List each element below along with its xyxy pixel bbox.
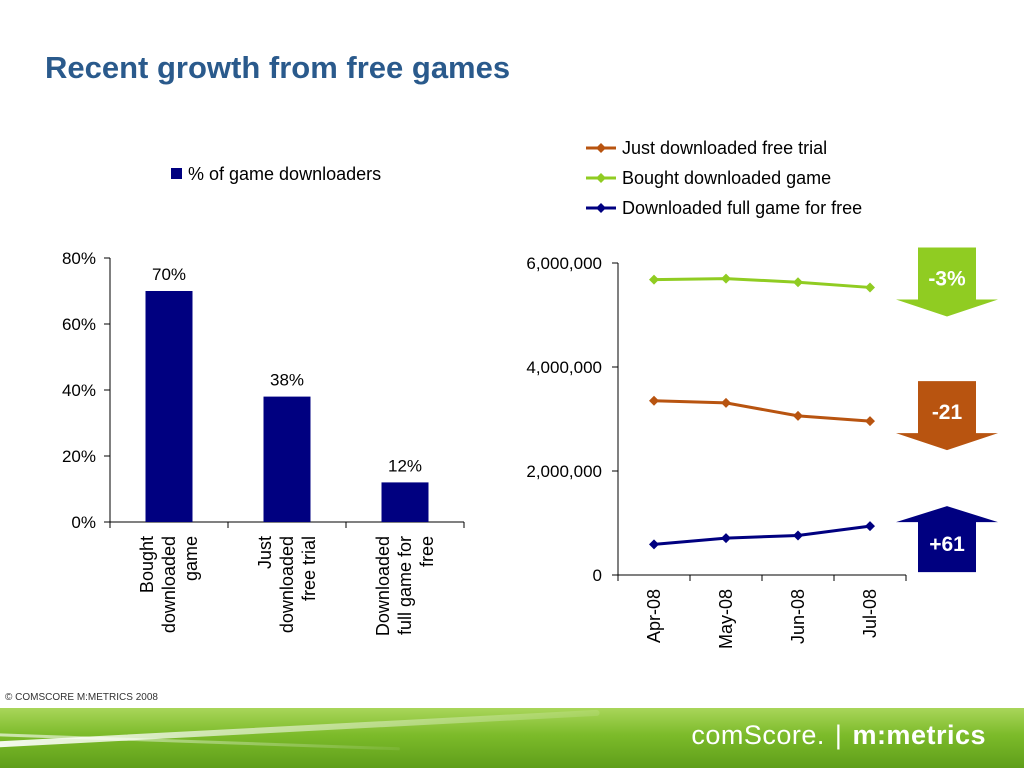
charts-canvas: % of game downloaders 0% 20% 40% 60% 80% 70% Bo…: [62, 138, 998, 649]
line-x-tick-label-text: Apr-08: [644, 589, 664, 643]
line-x-tick-label-text: Jun-08: [788, 589, 808, 644]
logo-comscore: comScore.: [691, 720, 825, 750]
slide-title: Recent growth from free games: [45, 50, 511, 85]
bar: [381, 482, 429, 522]
bar-category-label-line: Just: [255, 536, 275, 569]
series-point: [721, 397, 731, 408]
bar-category-label-line: Downloaded: [373, 536, 393, 636]
bar-category-label-line: free: [417, 536, 437, 567]
footer-logo: comScore. | m:metrics: [691, 720, 986, 751]
series-point: [793, 530, 803, 541]
line-y-tick-label: 6,000,000: [526, 254, 602, 273]
line-y-tick-label: 4,000,000: [526, 358, 602, 377]
series-point: [721, 273, 731, 284]
bar-y-tick-label: 20%: [62, 447, 96, 466]
series-point: [865, 521, 875, 532]
series-point: [793, 277, 803, 288]
series-point: [649, 395, 659, 406]
bar-category-label-line: game: [181, 536, 201, 581]
line-legend-label: Downloaded full game for free: [622, 198, 862, 218]
bar-y-tick-label: 80%: [62, 249, 96, 268]
footer-light-streak: [0, 709, 600, 749]
change-arrow-label: -21: [932, 401, 963, 424]
series-point: [721, 533, 731, 544]
bar-category-label-line: downloaded: [277, 536, 297, 633]
bar-data-label: 38%: [270, 371, 304, 390]
bar-data-label: 70%: [152, 265, 186, 284]
series-point: [649, 274, 659, 285]
bar-y-tick-label: 0%: [71, 513, 96, 532]
change-arrow: [896, 506, 998, 573]
bar-category-label-line: Bought: [137, 536, 157, 593]
change-arrow-label: -3%: [928, 267, 966, 290]
bar-category-label-line: downloaded: [159, 536, 179, 633]
line-x-tick-label: Jul-08: [860, 589, 880, 638]
series-point: [865, 416, 875, 427]
bar-legend-label: % of game downloaders: [188, 164, 381, 184]
bar-category-label-line: free trial: [299, 536, 319, 601]
line-legend-label: Just downloaded free trial: [622, 138, 827, 158]
bar-category-label: Downloaded full game for free: [373, 536, 437, 636]
line-x-tick-label: Jun-08: [788, 589, 808, 644]
bar: [145, 291, 193, 522]
line-legend-label: Bought downloaded game: [622, 168, 831, 188]
bar-chart: % of game downloaders 0% 20% 40% 60% 80% 70% Bo…: [62, 164, 465, 636]
footer-band: comScore. | m:metrics: [0, 708, 1024, 768]
bar: [263, 396, 311, 522]
line-y-tick-label: 2,000,000: [526, 462, 602, 481]
change-arrow: [896, 247, 998, 317]
line-chart: Just downloaded free trial Bought downloa…: [526, 138, 998, 649]
change-arrow: [896, 381, 998, 451]
bar-y-tick-label: 60%: [62, 315, 96, 334]
bar-category-label-line: full game for: [395, 536, 415, 635]
line-y-tick-label: 0: [593, 566, 602, 585]
bar-legend-swatch: [171, 168, 182, 179]
series-line: [653, 399, 871, 423]
logo-separator: |: [834, 720, 843, 750]
line-legend-marker: [596, 143, 606, 153]
bar-category-label: Just downloaded free trial: [255, 536, 319, 633]
series-line: [653, 524, 871, 546]
line-x-tick-label: May-08: [716, 589, 736, 649]
line-legend-marker: [596, 173, 606, 183]
bar-y-tick-label: 40%: [62, 381, 96, 400]
line-x-tick-label-text: Jul-08: [860, 589, 880, 638]
change-arrow-label: +61: [929, 533, 965, 556]
line-x-tick-label: Apr-08: [644, 589, 664, 643]
line-legend-marker: [596, 203, 606, 213]
line-x-tick-label-text: May-08: [716, 589, 736, 649]
series-point: [793, 410, 803, 421]
series-point: [865, 282, 875, 293]
bar-data-label: 12%: [388, 456, 422, 475]
series-line: [653, 277, 871, 289]
bar-category-label: Bought downloaded game: [137, 536, 201, 633]
logo-mmetrics: m:metrics: [852, 720, 986, 750]
copyright-text: © COMSCORE M:METRICS 2008: [5, 692, 158, 703]
series-point: [649, 539, 659, 550]
